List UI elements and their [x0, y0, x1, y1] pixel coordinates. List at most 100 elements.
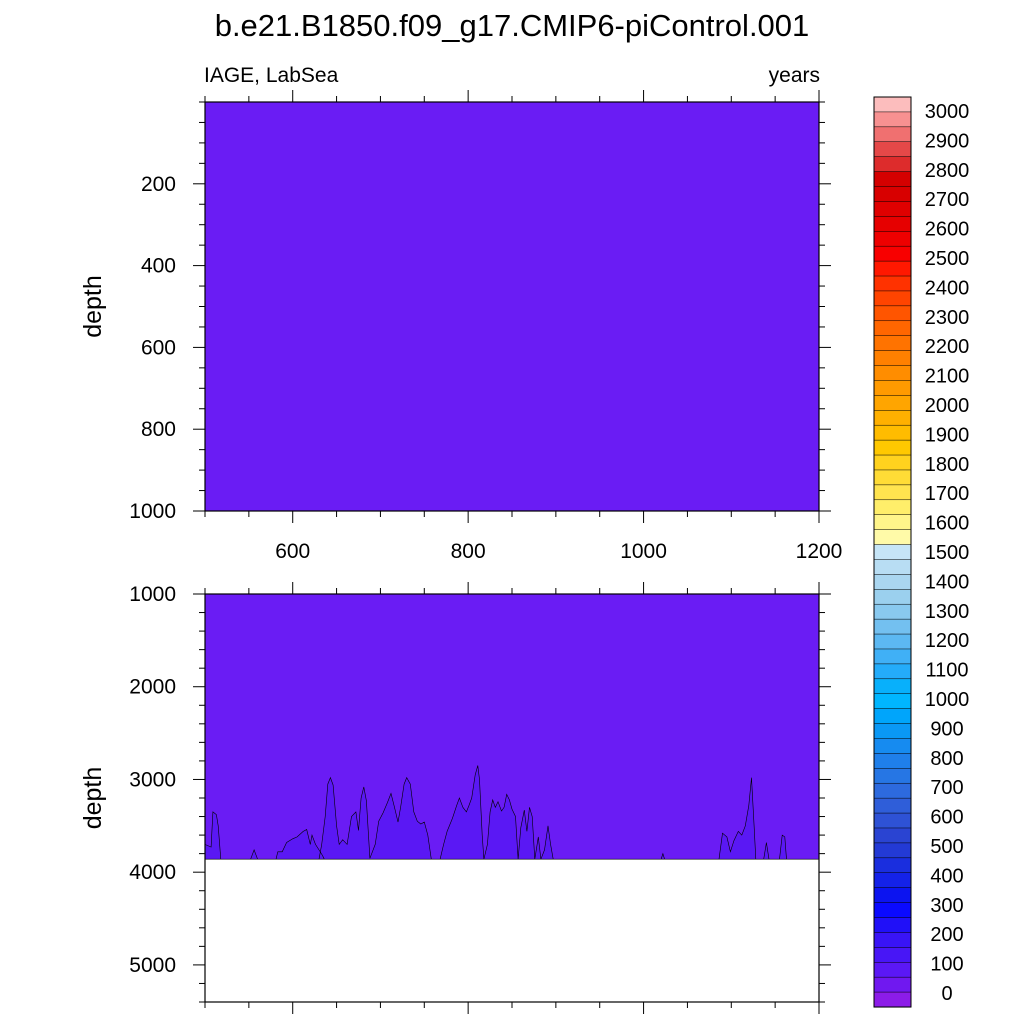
colorbar-label: 1500 [925, 542, 970, 564]
lower-y-tick-label: 5000 [129, 954, 176, 977]
upper-y-tick-label: 400 [141, 255, 176, 278]
colorbar-label: 2500 [925, 248, 970, 270]
lower-y-tick-label: 4000 [129, 861, 176, 884]
colorbar-box [873, 260, 912, 277]
colorbar-box [873, 827, 912, 844]
colorbar-label: 2300 [925, 307, 970, 329]
colorbar-label: 1000 [925, 689, 970, 711]
colorbar-box [873, 738, 912, 754]
colorbar-box [873, 932, 912, 948]
colorbar-box [873, 962, 912, 978]
colorbar-box [873, 499, 912, 516]
colorbar-box [873, 947, 912, 963]
colorbar-box [873, 245, 912, 262]
lower-missing-data [205, 859, 819, 1002]
colorbar-box [873, 231, 912, 247]
colorbar-box [873, 663, 912, 680]
colorbar-box [873, 678, 912, 695]
lower-y-axis-title: depth [79, 767, 107, 830]
colorbar-box [873, 380, 912, 396]
colorbar-box [873, 544, 912, 561]
colorbar-box [873, 290, 912, 307]
colorbar-box [873, 842, 912, 859]
colorbar-box [873, 887, 912, 904]
colorbar-box [873, 201, 912, 217]
upper-field-fill [205, 102, 819, 511]
colorbar-box [873, 365, 912, 381]
colorbar-box [873, 618, 912, 635]
upper-x-tick-label: 800 [451, 540, 486, 563]
colorbar-label: 3000 [925, 101, 970, 123]
left-string: IAGE, LabSea [204, 64, 339, 87]
colorbar-box [873, 633, 912, 650]
upper-y-tick-label: 1000 [129, 500, 176, 523]
upper-y-tick-label: 200 [141, 173, 176, 196]
colorbar-label: 400 [930, 865, 963, 887]
colorbar-box [873, 559, 912, 575]
colorbar-box [873, 574, 912, 590]
lower-y-tick-label: 2000 [129, 676, 176, 699]
colorbar-box [873, 141, 912, 158]
colorbar-label: 300 [930, 895, 963, 917]
upper-panel: 600 800 1000 1200 200 400 600 800 1000 depth [79, 90, 842, 563]
colorbar-label: 2900 [925, 130, 970, 152]
colorbar-label: 1200 [925, 630, 970, 652]
colorbar-box [873, 991, 912, 1008]
colorbar-box [873, 335, 912, 352]
colorbar-box [873, 469, 912, 486]
colorbar-box [873, 812, 912, 829]
colorbar-frame [873, 96, 912, 1008]
colorbar-label: 2700 [925, 189, 970, 211]
colorbar-label: 900 [930, 718, 963, 740]
colorbar-label: 200 [930, 924, 963, 946]
right-string-units: years [769, 64, 820, 87]
colorbar-label: 1900 [925, 424, 970, 446]
colorbar-box [873, 648, 912, 665]
colorbar-label: 2000 [925, 395, 970, 417]
colorbar-label: 1100 [925, 660, 968, 682]
colorbar-label: 1700 [925, 483, 970, 505]
colorbar-label: 1600 [925, 513, 970, 535]
colorbar-box [873, 782, 912, 799]
upper-y-axis-title: depth [79, 275, 107, 338]
colorbar-box [873, 275, 912, 292]
chart-title: b.e21.B1850.f09_g17.CMIP6-piControl.001 [215, 8, 810, 43]
upper-y-tick-label: 800 [141, 418, 176, 441]
colorbar: 3000290028002700260025002400230022002100… [873, 96, 970, 1008]
colorbar-box [873, 768, 912, 784]
colorbar-label: 100 [930, 954, 963, 976]
colorbar-box [873, 589, 912, 605]
colorbar-box [873, 902, 912, 919]
colorbar-box [873, 693, 912, 710]
colorbar-box [873, 872, 912, 889]
colorbar-box [873, 917, 912, 933]
colorbar-box [873, 111, 912, 128]
colorbar-box [873, 454, 912, 471]
upper-x-tick-label: 1200 [796, 540, 843, 563]
colorbar-box [873, 395, 912, 411]
lower-panel: 1000 2000 3000 4000 5000 depth [79, 582, 831, 1014]
colorbar-box [873, 424, 912, 441]
lower-y-tick-label: 1000 [129, 583, 176, 606]
colorbar-label: 2600 [925, 219, 970, 241]
colorbar-box [873, 484, 912, 501]
colorbar-box [873, 753, 912, 769]
lower-contour-100 [204, 765, 819, 860]
colorbar-label: 500 [930, 836, 963, 858]
colorbar-label: 800 [930, 748, 963, 770]
colorbar-box [873, 305, 912, 322]
colorbar-label: 2200 [925, 336, 970, 358]
colorbar-box [873, 350, 912, 367]
colorbar-box [873, 216, 912, 232]
upper-x-tick-label: 1000 [620, 540, 667, 563]
colorbar-box [873, 708, 912, 725]
colorbar-label: 0 [941, 983, 952, 1005]
colorbar-box [873, 797, 912, 814]
colorbar-label: 1300 [925, 601, 970, 623]
colorbar-box [873, 514, 912, 531]
colorbar-label: 1400 [925, 571, 970, 593]
colorbar-box [873, 529, 912, 546]
colorbar-box [873, 439, 912, 456]
colorbar-label: 2100 [925, 366, 970, 388]
